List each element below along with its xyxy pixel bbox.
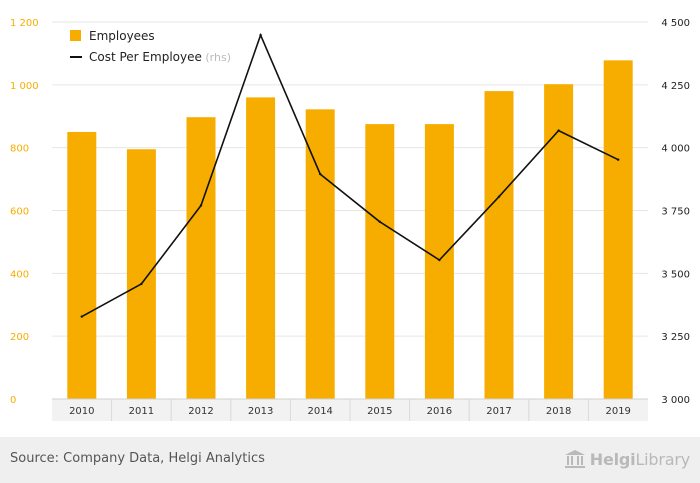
bar-2015: [365, 124, 395, 400]
bar-2016: [424, 124, 454, 400]
bar-2018: [544, 84, 574, 399]
bar-2019: [603, 60, 633, 399]
x-axis-tick-label: 2016: [427, 406, 452, 417]
brand-name-part2: Library: [635, 449, 690, 469]
brand-name-part1: Helgi: [589, 449, 636, 469]
right-axis-tick-label: 3 750: [661, 207, 690, 218]
right-axis-tick-label: 3 500: [661, 269, 690, 280]
cost-per-employee-point-2015: [378, 220, 381, 224]
cost-per-employee-point-2017: [497, 195, 501, 198]
cost-per-employee-line: [81, 32, 619, 318]
bar-2010: [67, 131, 97, 400]
left-axis-tick-label: 200: [10, 332, 29, 343]
x-axis-tick-label: 2015: [367, 406, 392, 417]
x-axis-tick-label: 2012: [188, 406, 213, 417]
brand-logo[interactable]: Helgi Library: [564, 447, 690, 471]
left-axis-tick-label: 800: [10, 144, 29, 155]
legend-rhs-suffix: (rhs): [202, 51, 231, 64]
x-axis-tick-label: 2014: [307, 406, 332, 417]
legend-swatch-employees: [70, 30, 81, 41]
cost-per-employee-point-2011: [140, 282, 143, 286]
cost-per-employee-point-2016: [438, 258, 441, 262]
x-axis-tick-label: 2011: [129, 406, 154, 417]
right-axis-tick-label: 3 000: [661, 395, 690, 406]
bar-2014: [305, 109, 335, 400]
cost-per-employee-point-2018: [557, 129, 560, 132]
cost-per-employee-point-2013: [259, 33, 262, 37]
bar-2013: [246, 97, 276, 400]
cost-per-employee-point-2012: [199, 204, 203, 207]
right-axis-tick-label: 4 250: [661, 81, 690, 92]
source-note: Source: Company Data, Helgi Analytics: [10, 451, 265, 466]
x-axis-tick-label: 2018: [546, 406, 571, 417]
right-axis-tick-label: 4 000: [661, 144, 690, 155]
bar-2012: [186, 117, 216, 399]
library-building-icon: [564, 450, 585, 468]
right-axis-tick-label: 4 500: [661, 18, 690, 29]
left-axis-tick-label: 1 200: [10, 18, 39, 29]
bar-2011: [126, 149, 156, 399]
left-axis-tick-label: 0: [10, 395, 16, 406]
right-axis-tick-label: 3 250: [661, 332, 690, 343]
x-axis-tick-label: 2010: [69, 406, 94, 417]
x-axis-tick-label: 2017: [486, 406, 511, 417]
x-axis-tick-label: 2019: [605, 406, 630, 417]
legend-label-cost-per-employee: Cost Per Employee (rhs): [89, 50, 231, 64]
combo-chart: 0 200 400 600 800 1 000 1 200 3 000 3 250 3 500 3 …: [10, 18, 690, 421]
left-axis-tick-label: 1 000: [10, 81, 39, 92]
bar-2017: [484, 91, 514, 399]
cost-per-employee-point-2014: [319, 172, 322, 176]
left-axis-tick-label: 600: [10, 207, 29, 218]
x-axis-tick-label: 2013: [248, 406, 273, 417]
footer: Source: Company Data, Helgi Analytics He…: [0, 437, 700, 483]
cost-per-employee-point-2019: [617, 158, 620, 161]
left-axis-tick-label: 400: [10, 269, 29, 280]
cost-per-employee-point-2010: [80, 315, 84, 318]
legend-label-employees: Employees: [89, 29, 155, 43]
